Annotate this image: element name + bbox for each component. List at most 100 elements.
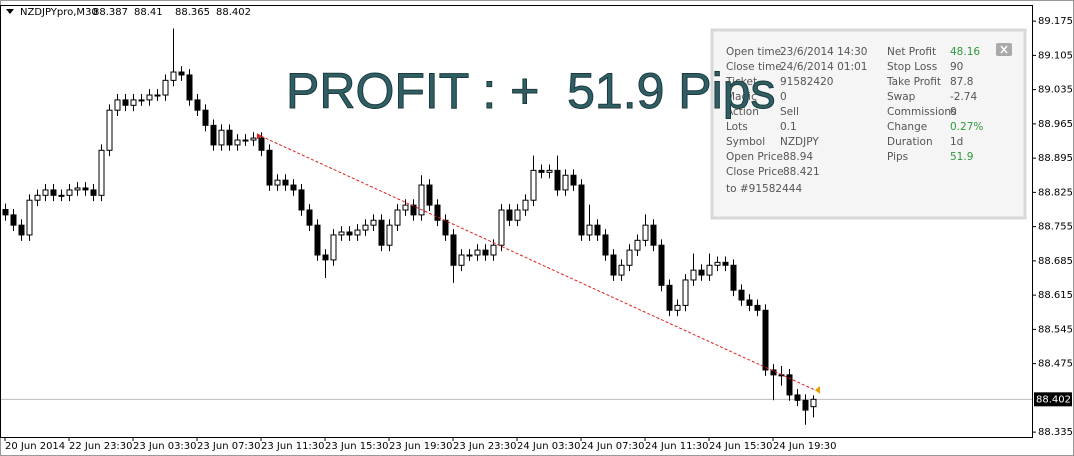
y-tick-label: 88.335 [1038, 427, 1073, 438]
panel-label: Action [726, 106, 759, 118]
candle-body [570, 174, 577, 186]
y-tick-label: 88.895 [1038, 153, 1073, 164]
panel-value: 0 [950, 106, 957, 118]
candle-body [138, 99, 145, 102]
candle-body [106, 109, 113, 151]
candle-body [506, 209, 513, 221]
x-tick-label: 23 Jun 23:30 [453, 441, 517, 452]
candle-body [490, 244, 497, 256]
panel-label: Change [887, 121, 927, 133]
candle-body [130, 99, 137, 106]
x-tick-label: 23 Jun 19:30 [389, 441, 453, 452]
candle-body [306, 209, 313, 226]
x-tick-label: 23 Jun 07:30 [197, 441, 261, 452]
candle-body [578, 184, 585, 236]
menu-arrow[interactable] [6, 9, 14, 14]
candle-body [386, 224, 393, 246]
panel-value: 90 [950, 61, 963, 73]
panel-label: Lots [726, 121, 748, 133]
candle-body [74, 187, 81, 191]
y-tick-label: 88.965 [1038, 119, 1073, 130]
candle-body [354, 229, 361, 236]
candle-body [322, 254, 329, 261]
candle-body [618, 264, 625, 276]
x-tick-label: 20 Jun 2014 [5, 441, 65, 452]
panel-label: Stop Loss [887, 61, 937, 73]
candle-body [298, 189, 305, 211]
candle-body [266, 149, 273, 186]
panel-label: Close time [726, 61, 782, 73]
header-low: 88.365 [175, 7, 210, 18]
candle-body [482, 249, 489, 256]
candle-body [626, 249, 633, 266]
panel-value: 88.421 [783, 166, 820, 178]
candle-body [122, 99, 129, 106]
panel-value: NZDJPY [780, 136, 819, 148]
candle-body [18, 224, 25, 236]
panel-value: -2.74 [950, 91, 977, 103]
candle-body [730, 264, 737, 291]
candle-body [282, 179, 289, 186]
candle-body [522, 199, 529, 211]
candle-body [554, 169, 561, 191]
candle-body [378, 219, 385, 246]
header-open: 88.387 [93, 7, 128, 18]
candle-body [114, 99, 121, 111]
panel-value: 0 [780, 91, 787, 103]
panel-label: Duration [887, 136, 933, 148]
candle-body [650, 224, 657, 246]
panel-label: Take Profit [886, 76, 941, 88]
candle-body [794, 394, 801, 401]
candle-body [738, 289, 745, 301]
candle-body [154, 94, 161, 97]
candle-body [242, 139, 249, 142]
panel-value: 0.27% [950, 121, 983, 133]
panel-value: 23/6/2014 14:30 [780, 46, 867, 58]
candle-body [58, 194, 65, 197]
candle-body [98, 149, 105, 196]
x-tick-label: 23 Jun 03:30 [133, 441, 197, 452]
exit-marker [815, 386, 820, 395]
price-box [1034, 392, 1072, 407]
entry-marker [257, 133, 262, 140]
x-tick-label: 23 Jun 11:30 [261, 441, 325, 452]
candle-body [426, 184, 433, 206]
panel-label: Symbol [726, 136, 765, 148]
x-tick-label: 23 Jun 15:30 [325, 441, 389, 452]
y-tick-label: 88.615 [1038, 290, 1073, 301]
candle-body [722, 261, 729, 266]
candle-body [714, 261, 721, 266]
candle-body [82, 187, 89, 191]
candle-body [698, 269, 705, 276]
panel-label: Commissions [887, 106, 957, 118]
panel-value: 0.1 [780, 121, 797, 133]
candle-body [178, 71, 185, 76]
x-tick-label: 24 Jun 19:30 [773, 441, 837, 452]
candle-body [642, 224, 649, 241]
panel-bg [710, 28, 1027, 220]
candle-body [690, 269, 697, 281]
candle-body [610, 254, 617, 276]
close-icon [1000, 45, 1008, 54]
panel-label: Swap [887, 91, 916, 103]
candle-body [162, 79, 169, 96]
candle-body [290, 184, 297, 191]
candle-body [746, 299, 753, 306]
symbol: NZDJPYpro,M30 [20, 7, 98, 18]
candle-body [170, 71, 177, 81]
candle-body [402, 204, 409, 211]
candle-body [250, 137, 257, 141]
candle-body [474, 249, 481, 256]
candle-body [42, 189, 49, 196]
panel-value: 51.9 [950, 151, 973, 163]
candle-body [674, 304, 681, 311]
candle-body [234, 139, 241, 146]
y-tick-label: 88.685 [1038, 256, 1073, 267]
trade-line [260, 135, 816, 391]
candle-body [186, 74, 193, 101]
candle-body [218, 129, 225, 146]
panel-value: 91582420 [780, 76, 833, 88]
candle-body [362, 224, 369, 231]
candle-body [450, 234, 457, 266]
